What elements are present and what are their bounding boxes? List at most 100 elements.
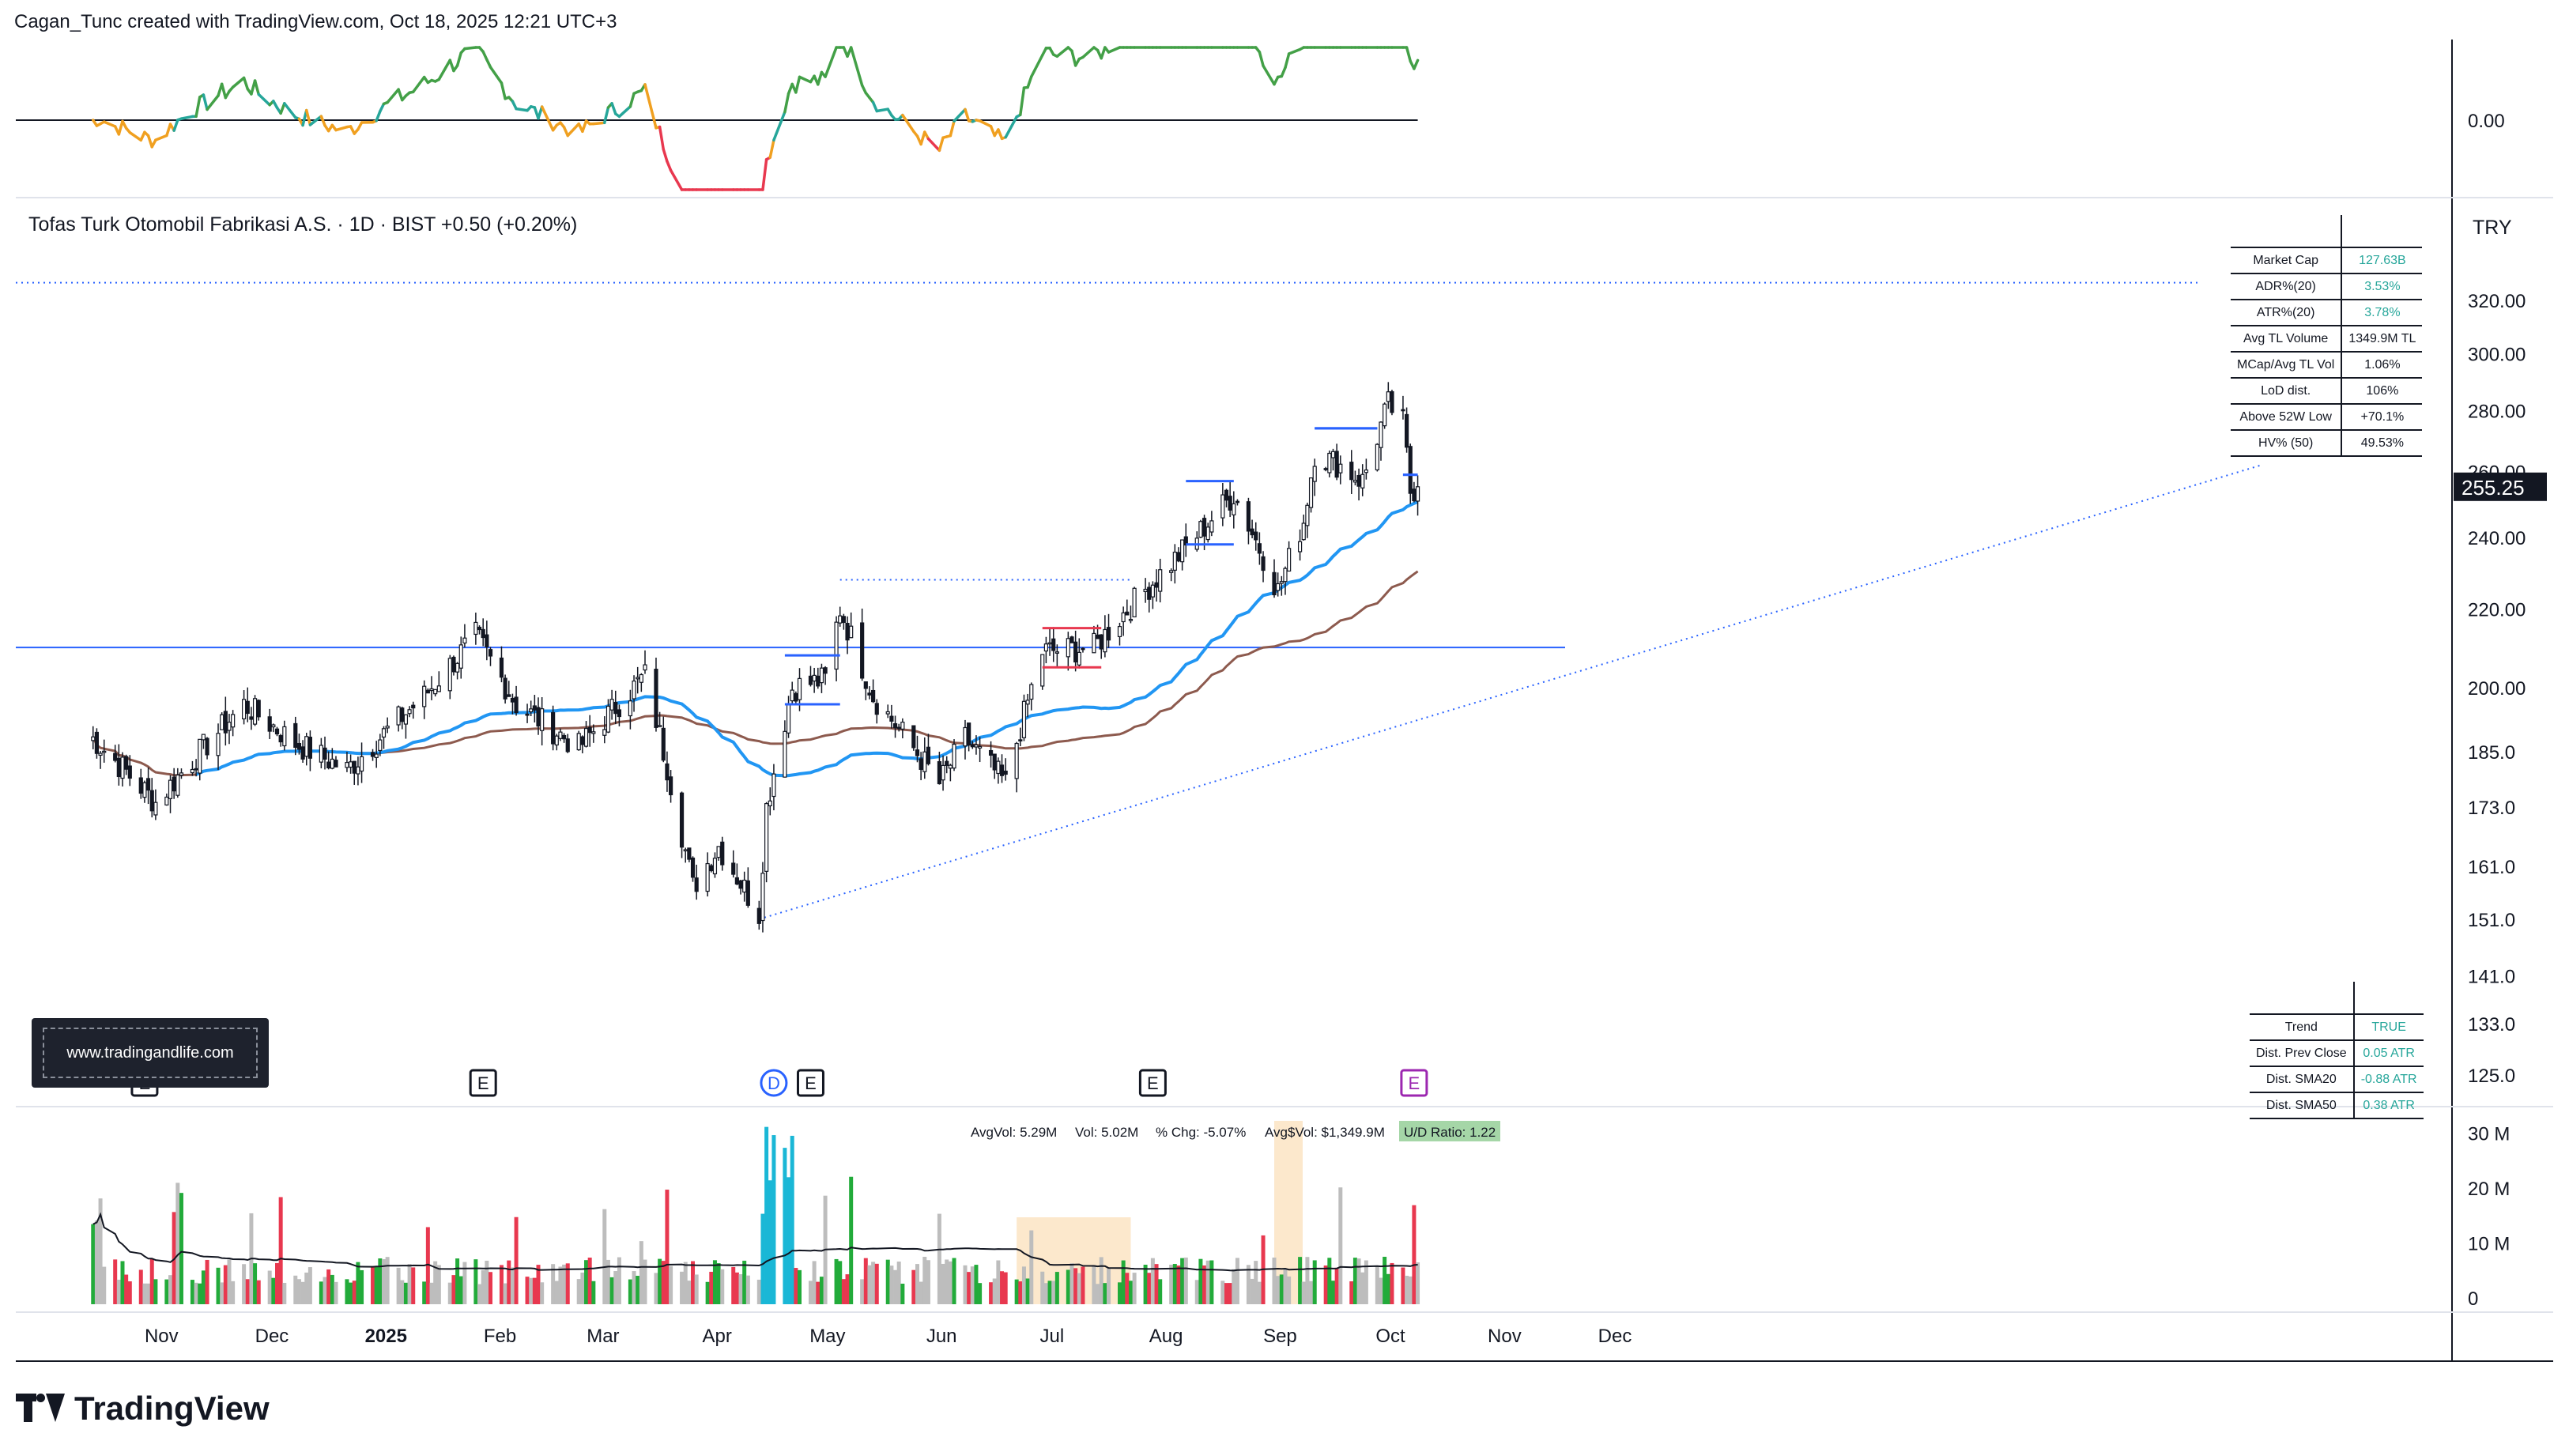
event-marker-d[interactable]: D [760, 1069, 788, 1097]
table-row: Dist. SMA50 0.38 ATR [2250, 1092, 2424, 1119]
volume-bar [146, 1283, 151, 1304]
volume-bar [760, 1213, 765, 1304]
volume-bar [893, 1269, 898, 1304]
volume-bar [149, 1258, 154, 1304]
volume-bar [1198, 1258, 1203, 1304]
volume-bar [1220, 1281, 1225, 1304]
volume-bar [201, 1270, 206, 1304]
candle [654, 657, 658, 732]
volume-bar [1279, 1274, 1284, 1304]
price-tick-label: 141.0 [2468, 966, 2515, 987]
watermark-text: www.tradingandlife.com [43, 1028, 258, 1078]
volume-bar [1352, 1258, 1357, 1304]
volume-bar [1276, 1276, 1281, 1304]
candle [249, 707, 254, 730]
volume-bar [816, 1281, 820, 1304]
watermark-badge: www.tradingandlife.com [32, 1018, 269, 1088]
candle [1272, 559, 1277, 598]
sma-long-line [92, 570, 1419, 777]
candle [937, 752, 942, 785]
volume-bar [643, 1259, 647, 1304]
volume-bar [834, 1258, 839, 1304]
event-marker-e[interactable]: E [469, 1069, 497, 1097]
candle [149, 778, 154, 818]
candle [1150, 581, 1155, 609]
x-tick-label: Jun [926, 1326, 957, 1347]
candle [602, 716, 607, 744]
volume-bar [451, 1275, 456, 1304]
volume-bar [1405, 1275, 1409, 1304]
candle [996, 757, 1001, 784]
volume-bar [1408, 1276, 1413, 1304]
volume-bar [798, 1269, 802, 1304]
event-marker-e[interactable]: E [796, 1069, 824, 1097]
volume-bar [970, 1266, 975, 1304]
volume-bar [473, 1259, 478, 1304]
candle [127, 755, 132, 786]
volume-bar [1383, 1256, 1387, 1304]
candle [352, 760, 356, 785]
event-marker-e[interactable]: E [1400, 1069, 1428, 1097]
volume-bar [510, 1267, 515, 1304]
candle [216, 723, 221, 770]
candle [720, 836, 725, 871]
candle [451, 655, 456, 676]
volume-bar [1121, 1260, 1126, 1304]
candle [168, 775, 173, 813]
last-price-tag [2454, 472, 2547, 501]
volume-bar [411, 1267, 416, 1304]
candle [1147, 582, 1152, 613]
candle [1154, 569, 1159, 602]
volume-bar [1069, 1263, 1074, 1304]
candle [768, 787, 772, 816]
volume-bar [278, 1197, 283, 1304]
candle [1254, 522, 1258, 551]
volume-bar [462, 1262, 467, 1304]
candle [1117, 622, 1122, 646]
table-label: Avg TL Volume [2231, 326, 2342, 353]
candle [1415, 475, 1420, 516]
candle [485, 620, 489, 661]
volume-bar [1003, 1272, 1008, 1304]
volume-bar [1066, 1269, 1070, 1304]
candle [274, 726, 280, 737]
candle [145, 767, 151, 805]
table-value: +70.1% [2341, 404, 2423, 431]
ud-ratio-label: U/D Ratio: 1.22 [1404, 1125, 1496, 1140]
candle [1327, 450, 1332, 477]
candle [871, 679, 876, 703]
volume-bar [661, 1261, 666, 1304]
candle [1379, 421, 1383, 461]
table-value: 106% [2341, 378, 2423, 405]
event-marker-e[interactable]: E [1138, 1069, 1167, 1097]
volume-bar [323, 1277, 327, 1304]
volume-bar [636, 1276, 640, 1304]
volume-bar [694, 1274, 699, 1304]
volume-bar [558, 1266, 563, 1304]
candle [860, 608, 865, 681]
candle [205, 737, 209, 760]
candle [885, 704, 890, 719]
candle [583, 721, 589, 748]
volume-bar [919, 1281, 923, 1304]
volume-bar [764, 1126, 769, 1304]
table-row: MCap/Avg TL Vol 1.06% [2231, 352, 2423, 379]
candle [433, 688, 438, 697]
volume-bar [164, 1279, 169, 1304]
candle [823, 666, 828, 685]
candle [1352, 470, 1358, 486]
volume-bar [1305, 1257, 1310, 1304]
volume-bar [963, 1265, 968, 1304]
volume-bar [499, 1265, 504, 1304]
volume-bar [1051, 1281, 1056, 1304]
candle [1069, 636, 1074, 643]
tradingview-logo[interactable]: TradingView [16, 1390, 270, 1428]
candle [510, 693, 515, 715]
candle [952, 739, 956, 771]
x-tick-label: Sep [1263, 1326, 1297, 1347]
volume-bar [1183, 1257, 1188, 1304]
candle [790, 681, 794, 706]
candle [102, 739, 107, 763]
candle [194, 759, 198, 777]
candle [153, 789, 158, 820]
